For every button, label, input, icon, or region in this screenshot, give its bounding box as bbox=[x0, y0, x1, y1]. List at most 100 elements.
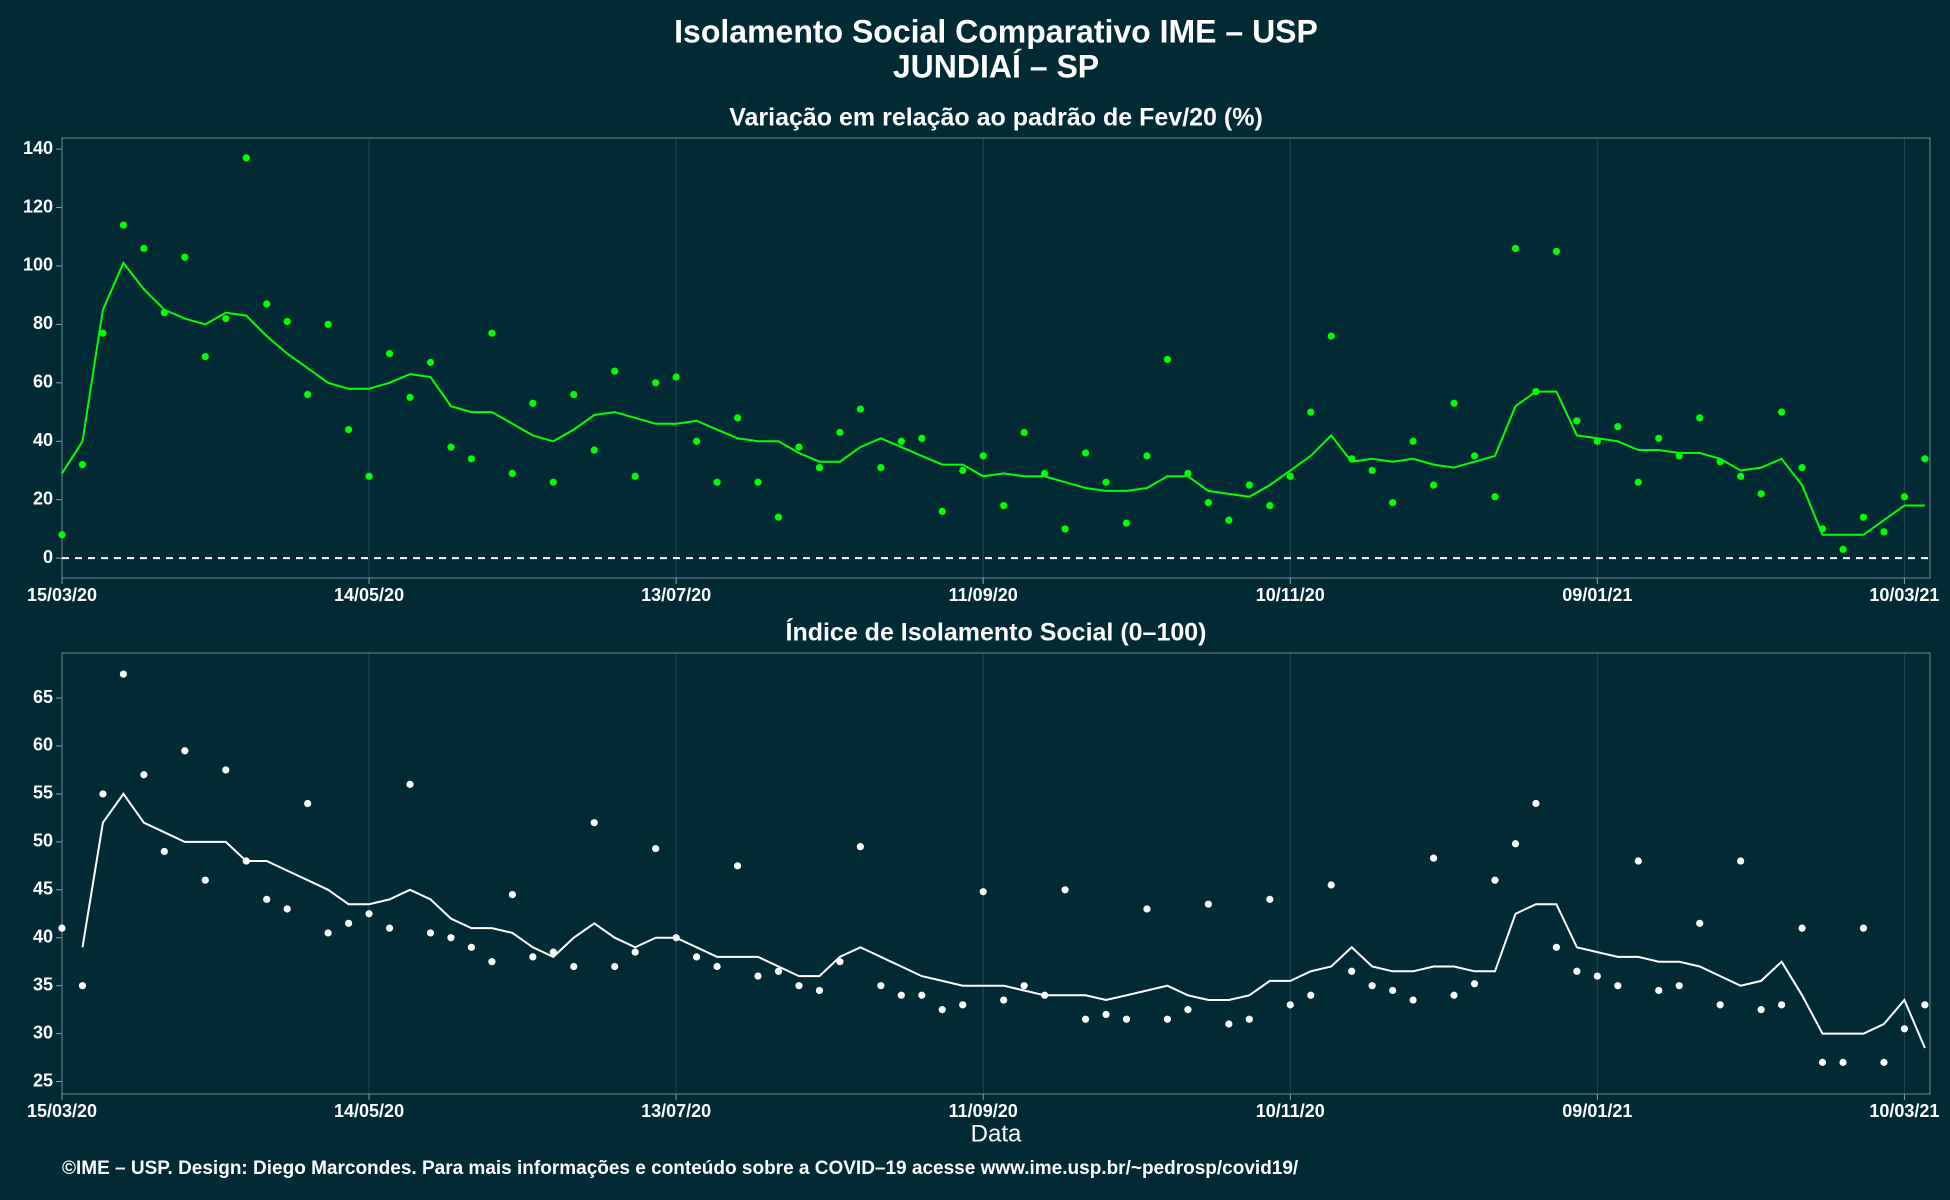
data-point bbox=[611, 367, 619, 375]
data-point bbox=[426, 929, 435, 937]
data-point bbox=[1245, 481, 1253, 489]
data-point bbox=[1573, 417, 1581, 425]
data-point bbox=[631, 472, 639, 480]
x-tick-label: 15/03/20 bbox=[27, 585, 97, 605]
data-point bbox=[1327, 881, 1335, 889]
data-point bbox=[733, 414, 742, 422]
data-point bbox=[1368, 982, 1376, 990]
data-point bbox=[754, 478, 762, 486]
panel-title: Índice de Isolamento Social (0–100) bbox=[786, 618, 1207, 647]
main-subtitle: JUNDIAÍ – SP bbox=[893, 48, 1099, 84]
x-tick-label: 10/11/20 bbox=[1256, 1101, 1325, 1121]
data-point bbox=[78, 461, 87, 469]
data-point bbox=[1470, 452, 1479, 460]
data-point bbox=[1389, 499, 1397, 507]
data-point bbox=[1020, 982, 1028, 990]
data-point bbox=[795, 982, 803, 990]
data-point bbox=[549, 478, 557, 486]
data-point bbox=[58, 531, 66, 539]
x-tick-label: 11/09/20 bbox=[949, 585, 1018, 605]
data-point bbox=[1818, 1058, 1827, 1066]
data-point bbox=[590, 446, 598, 454]
data-point bbox=[1593, 972, 1601, 980]
data-point bbox=[590, 819, 598, 827]
x-tick-label: 14/05/20 bbox=[334, 1101, 404, 1121]
data-point bbox=[263, 300, 271, 308]
data-point bbox=[1798, 463, 1806, 472]
data-point bbox=[1921, 1001, 1929, 1009]
data-point bbox=[1409, 996, 1417, 1004]
data-point bbox=[406, 780, 414, 788]
data-point bbox=[979, 888, 987, 896]
data-point bbox=[1859, 513, 1868, 521]
data-point bbox=[1122, 1015, 1131, 1023]
data-point bbox=[1409, 437, 1417, 445]
data-point bbox=[1491, 493, 1499, 501]
data-point bbox=[1143, 905, 1151, 913]
data-point bbox=[1696, 414, 1704, 422]
data-point bbox=[1552, 247, 1560, 255]
data-point bbox=[1327, 332, 1335, 340]
y-tick-label: 30 bbox=[33, 1022, 53, 1042]
data-point bbox=[385, 350, 394, 358]
data-point bbox=[467, 943, 476, 951]
plot-frame bbox=[61, 652, 1931, 1095]
data-point bbox=[1307, 991, 1315, 999]
y-tick-label: 80 bbox=[33, 313, 53, 333]
data-point bbox=[1655, 986, 1663, 995]
data-point bbox=[1102, 478, 1110, 486]
data-point bbox=[529, 399, 537, 407]
data-point bbox=[344, 919, 353, 927]
x-tick-label: 15/03/20 bbox=[27, 1101, 97, 1121]
data-point bbox=[426, 358, 435, 366]
data-point bbox=[713, 962, 721, 971]
x-tick-label: 14/05/20 bbox=[334, 585, 404, 605]
data-point bbox=[938, 1006, 946, 1014]
data-point bbox=[324, 929, 332, 937]
x-tick-label: 09/01/21 bbox=[1562, 585, 1632, 605]
panel-title: Variação em relação ao padrão de Fev/20 … bbox=[729, 104, 1263, 132]
data-point bbox=[1737, 472, 1745, 480]
data-point bbox=[1675, 982, 1683, 990]
data-point bbox=[1900, 493, 1909, 501]
data-point bbox=[1634, 478, 1642, 486]
data-point bbox=[181, 253, 189, 261]
data-point bbox=[467, 455, 476, 463]
data-point bbox=[1286, 1001, 1294, 1009]
data-point bbox=[447, 934, 455, 942]
data-point bbox=[1286, 472, 1294, 480]
data-point bbox=[1696, 919, 1704, 927]
data-point bbox=[365, 472, 373, 480]
data-point bbox=[959, 1001, 967, 1009]
data-point bbox=[1511, 840, 1520, 848]
data-point bbox=[58, 924, 66, 932]
data-point bbox=[1081, 1015, 1090, 1023]
data-point bbox=[877, 982, 885, 990]
data-point bbox=[1777, 408, 1786, 416]
y-tick-label: 20 bbox=[33, 488, 53, 508]
data-point bbox=[652, 844, 660, 853]
y-tick-label: 60 bbox=[33, 735, 53, 755]
data-point bbox=[1511, 244, 1520, 253]
data-point bbox=[99, 790, 107, 798]
data-point bbox=[774, 967, 783, 975]
data-point bbox=[140, 244, 148, 253]
data-point bbox=[1163, 1015, 1172, 1023]
data-point bbox=[877, 463, 885, 472]
data-point bbox=[406, 393, 414, 402]
data-point bbox=[99, 329, 107, 337]
data-point bbox=[1757, 490, 1765, 498]
data-point bbox=[283, 317, 291, 326]
data-point bbox=[1798, 924, 1806, 932]
data-point bbox=[78, 982, 87, 990]
data-point bbox=[140, 771, 148, 779]
data-point bbox=[815, 986, 824, 995]
data-point bbox=[1839, 1058, 1847, 1066]
data-point bbox=[713, 478, 721, 486]
data-point bbox=[1737, 857, 1745, 865]
x-tick-label: 10/03/21 bbox=[1869, 1101, 1939, 1121]
data-point bbox=[1000, 996, 1008, 1004]
data-point bbox=[1573, 967, 1581, 975]
x-tick-label: 10/11/20 bbox=[1256, 585, 1325, 605]
